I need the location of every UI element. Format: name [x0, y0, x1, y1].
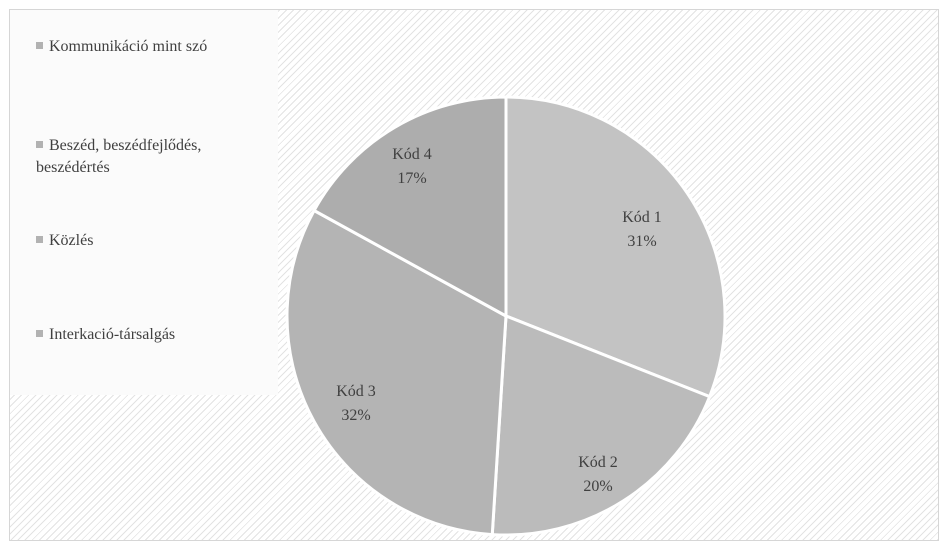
pie-slice-4 — [312, 95, 508, 319]
legend-swatch — [36, 236, 43, 243]
pie-slice-1 — [504, 95, 727, 399]
legend-item-kommunikacio: Kommunikáció mint szó — [36, 36, 276, 58]
slice-percent-3: 32% — [341, 407, 370, 424]
legend-label: Beszéd, beszédfejlődés, — [49, 137, 202, 154]
slice-percent-1: 31% — [627, 233, 656, 250]
legend: Kommunikáció mint szó Beszéd, beszédfejl… — [10, 10, 278, 395]
legend-label: Kommunikáció mint szó — [49, 38, 208, 55]
slice-label-1: Kód 1 — [622, 209, 662, 226]
slice-label-2: Kód 2 — [578, 454, 618, 471]
pie-slice-3 — [285, 208, 508, 537]
legend-label-line2: beszédértés — [36, 159, 110, 176]
slice-percent-2: 20% — [583, 478, 612, 495]
legend-swatch — [36, 141, 43, 148]
legend-label: Interkació-társalgás — [49, 326, 176, 343]
legend-item-kozles: Közlés — [36, 230, 276, 252]
slice-percent-4: 17% — [397, 170, 426, 187]
pie-slice-2 — [490, 313, 712, 537]
legend-item-interakcio: Interkació-társalgás — [36, 324, 276, 346]
slice-label-4: Kód 4 — [392, 146, 432, 163]
slice-label-3: Kód 3 — [336, 383, 376, 400]
legend-swatch — [36, 42, 43, 49]
legend-label: Közlés — [49, 232, 94, 249]
legend-item-beszed: Beszéd, beszédfejlődés, beszédértés — [36, 135, 276, 179]
legend-swatch — [36, 330, 43, 337]
